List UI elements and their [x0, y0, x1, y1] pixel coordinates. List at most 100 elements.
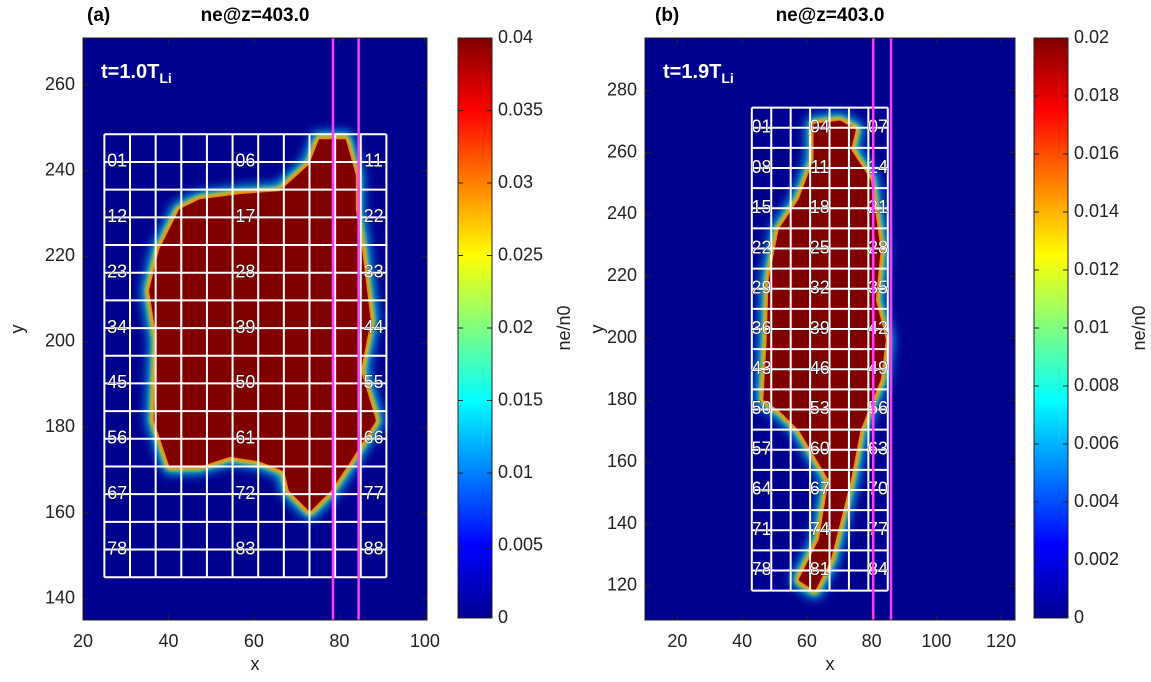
chart-title: ne@z=403.0: [201, 5, 310, 26]
cell-label: 70: [868, 479, 888, 499]
y-tick-label: 160: [607, 451, 637, 471]
cell-label: 32: [810, 278, 830, 298]
colorbar-tick-label: 0.006: [1074, 433, 1119, 453]
colorbar-tick-label: 0.012: [1074, 259, 1119, 279]
cell-label: 74: [810, 519, 830, 539]
y-tick-label: 180: [45, 416, 75, 436]
cell-label: 14: [868, 157, 888, 177]
colorbar-tick-label: 0.002: [1074, 549, 1119, 569]
plot-area: 01 04 07 08 11 14 15 18 21 22 25 28 29 32 35 36 39 42 43 46…: [645, 38, 1015, 620]
cell-label: 22: [752, 237, 772, 257]
y-axis-label: y: [587, 325, 607, 334]
cell-label: 60: [810, 438, 830, 458]
colorbar-tick-label: 0.02: [1074, 27, 1109, 47]
cell-label: 61: [235, 428, 255, 448]
cell-label: 01: [752, 117, 772, 137]
x-tick-label: 60: [797, 631, 817, 651]
cell-label: 22: [364, 206, 384, 226]
y-tick-label: 260: [45, 74, 75, 94]
colorbar-tick-label: 0.03: [498, 172, 533, 192]
plot-area: 01 06 11 12 17 22 23 28 33 34 39 44 45 50 55 56 61 66 67 72…: [83, 38, 427, 620]
colorbar-tick-label: 0.01: [498, 462, 533, 482]
colorbar-label: ne/n0: [1129, 305, 1149, 350]
cell-label: 50: [235, 372, 255, 392]
cell-label: 64: [752, 479, 772, 499]
colorbar-tick-label: 0: [1074, 607, 1084, 627]
cell-label: 56: [868, 398, 888, 418]
cell-label: 21: [868, 197, 888, 217]
chart-title: ne@z=403.0: [776, 5, 885, 26]
colorbar-tick-label: 0: [498, 607, 508, 627]
annotation-subscript: Li: [159, 70, 171, 86]
y-tick-label: 280: [607, 79, 637, 99]
cell-label: 49: [868, 358, 888, 378]
x-tick-label: 40: [158, 631, 178, 651]
cell-label: 07: [868, 117, 888, 137]
colorbar-tick-label: 0.02: [498, 317, 533, 337]
y-tick-label: 200: [607, 327, 637, 347]
plot-frame: [644, 37, 1016, 621]
y-tick-label: 220: [607, 265, 637, 285]
colorbar: [1033, 37, 1069, 619]
y-tick-label: 120: [607, 575, 637, 595]
cell-label: 28: [235, 261, 255, 281]
cell-label: 46: [810, 358, 830, 378]
colorbar-tick-label: 0.016: [1074, 143, 1119, 163]
cell-label: 56: [107, 428, 127, 448]
cell-label: 78: [752, 559, 772, 579]
plot-frame: [82, 37, 428, 621]
cell-label: 11: [364, 151, 383, 171]
x-tick-label: 20: [73, 631, 93, 651]
cell-label: 77: [364, 483, 384, 503]
cell-label: 29: [752, 278, 772, 298]
cell-label: 39: [235, 317, 255, 337]
colorbar-tick-label: 0.014: [1074, 201, 1119, 221]
x-tick-label: 80: [329, 631, 349, 651]
x-tick-label: 40: [732, 631, 752, 651]
cell-label: 42: [868, 318, 888, 338]
cell-label: 78: [107, 538, 127, 558]
y-tick-label: 180: [607, 389, 637, 409]
colorbar-tick-label: 0.018: [1074, 85, 1119, 105]
cell-label: 43: [752, 358, 772, 378]
colorbar-tick-label: 0.035: [498, 99, 543, 119]
colorbar-tick-label: 0.008: [1074, 375, 1119, 395]
y-tick-label: 200: [45, 331, 75, 351]
y-tick-label: 240: [45, 159, 75, 179]
cell-label: 12: [107, 206, 127, 226]
cell-label: 11: [810, 157, 829, 177]
colorbar-tick-label: 0.025: [498, 244, 543, 264]
cell-label: 84: [868, 559, 888, 579]
cell-label: 35: [868, 278, 888, 298]
annotation: t=1.0TLi: [101, 61, 172, 85]
cell-label: 28: [868, 237, 888, 257]
colorbar-tick-label: 0.015: [498, 389, 543, 409]
cell-label: 45: [107, 372, 127, 392]
cell-label: 77: [868, 519, 888, 539]
cell-label: 06: [235, 151, 255, 171]
cell-label: 67: [107, 483, 127, 503]
cell-label: 08: [752, 157, 772, 177]
cell-label: 33: [364, 261, 384, 281]
y-axis-label: y: [7, 325, 27, 334]
cell-label: 44: [364, 317, 384, 337]
annotation-text: t=1.9T: [663, 61, 721, 83]
colorbar-tick-label: 0.005: [498, 534, 543, 554]
cell-label: 04: [810, 117, 830, 137]
cell-label: 72: [235, 483, 255, 503]
cell-label: 36: [752, 318, 772, 338]
panel: 01 04 07 08 11 14 15 18 21 22 25 28 29 32 35 36 39 42 43 46…: [587, 5, 1149, 674]
cell-label: 88: [364, 538, 384, 558]
y-tick-label: 240: [607, 203, 637, 223]
annotation-subscript: Li: [721, 70, 733, 86]
x-tick-label: 80: [862, 631, 882, 651]
x-tick-label: 120: [986, 631, 1016, 651]
x-axis-label: x: [826, 654, 835, 674]
cell-label: 53: [810, 398, 830, 418]
cell-label: 15: [752, 197, 772, 217]
cell-label: 81: [810, 559, 830, 579]
blob: [763, 120, 886, 591]
cell-label: 55: [364, 372, 384, 392]
cell-label: 63: [868, 438, 888, 458]
